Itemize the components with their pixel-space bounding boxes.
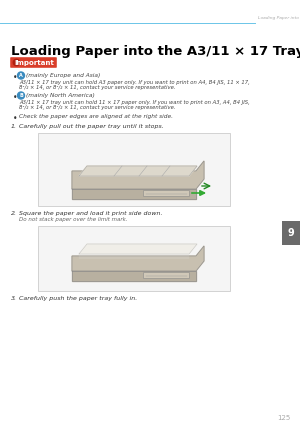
Circle shape [17,92,25,99]
Text: Loading Paper into the A3/11 × 17 Tray Unit: Loading Paper into the A3/11 × 17 Tray U… [258,16,300,20]
Text: •: • [13,93,17,102]
Text: 8¹/₂ × 14, or 8¹/₂ × 11, contact your service representative.: 8¹/₂ × 14, or 8¹/₂ × 11, contact your se… [19,106,176,110]
Text: A: A [19,73,23,78]
Text: 3.: 3. [11,296,17,301]
Polygon shape [72,271,196,281]
FancyBboxPatch shape [143,190,190,196]
Polygon shape [72,246,204,271]
Circle shape [13,59,20,66]
Text: 9: 9 [288,228,294,238]
Text: A3/11 × 17 tray unit can hold 11 × 17 paper only. If you want to print on A3, A4: A3/11 × 17 tray unit can hold 11 × 17 pa… [19,100,250,105]
Text: 8¹/₂ × 14, or 8¹/₂ × 11, contact your service representative.: 8¹/₂ × 14, or 8¹/₂ × 11, contact your se… [19,86,176,90]
Circle shape [17,72,25,79]
Text: 125: 125 [277,415,290,421]
Polygon shape [79,166,197,176]
FancyBboxPatch shape [10,57,57,68]
Text: 1.: 1. [11,124,17,129]
Polygon shape [72,161,204,189]
Text: B: B [19,93,23,98]
Text: 2.: 2. [11,211,17,216]
Text: •: • [13,114,17,123]
Text: Carefully pull out the paper tray until it stops.: Carefully pull out the paper tray until … [19,124,164,129]
Text: •: • [13,73,17,82]
Text: Check the paper edges are aligned at the right side.: Check the paper edges are aligned at the… [19,114,173,119]
FancyBboxPatch shape [38,133,230,206]
FancyBboxPatch shape [38,226,230,291]
Text: (mainly Europe and Asia): (mainly Europe and Asia) [26,73,100,78]
Polygon shape [79,244,197,254]
Text: Loading Paper into the A3/11 × 17 Tray Unit: Loading Paper into the A3/11 × 17 Tray U… [11,46,300,58]
FancyBboxPatch shape [143,273,190,279]
Polygon shape [72,189,196,199]
FancyBboxPatch shape [282,221,300,245]
Text: Carefully push the paper tray fully in.: Carefully push the paper tray fully in. [19,296,137,301]
Text: Do not stack paper over the limit mark.: Do not stack paper over the limit mark. [19,218,128,222]
Text: Important: Important [14,60,54,66]
Text: !: ! [15,60,18,65]
Text: (mainly North America): (mainly North America) [26,93,95,98]
Text: Square the paper and load it print side down.: Square the paper and load it print side … [19,211,163,216]
Text: A3/11 × 17 tray unit can hold A3 paper only. If you want to print on A4, B4 JIS,: A3/11 × 17 tray unit can hold A3 paper o… [19,80,250,85]
